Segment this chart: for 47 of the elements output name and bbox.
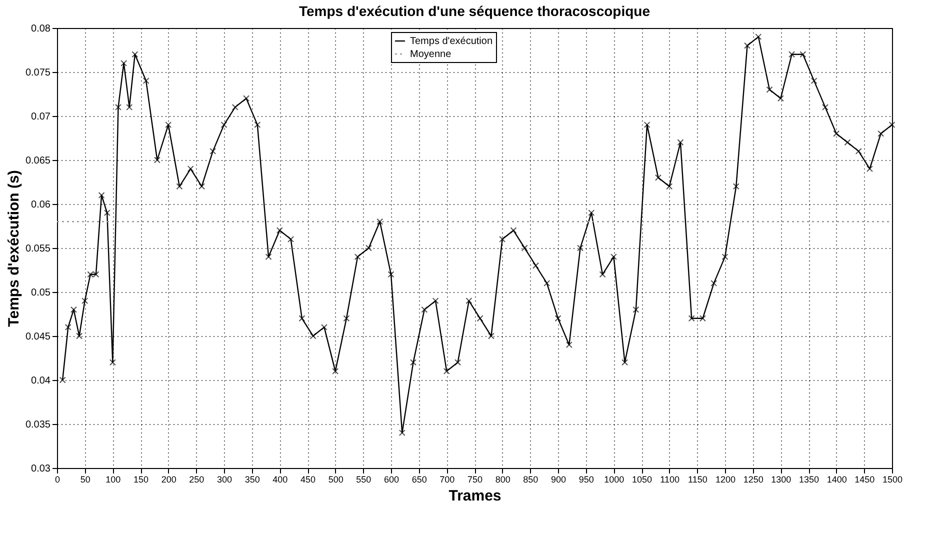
- y-tick-label: 0.07: [31, 112, 51, 122]
- x-tick-label: 1300: [771, 474, 792, 484]
- y-tick-label: 0.075: [25, 68, 51, 78]
- x-tick-label: 750: [467, 474, 483, 484]
- y-tick-label: 0.06: [31, 200, 51, 210]
- x-tick-label: 600: [384, 474, 400, 484]
- x-tick-label: 1450: [854, 474, 875, 484]
- x-tick-label: 250: [189, 474, 204, 484]
- x-tick-label: 1200: [715, 474, 736, 484]
- x-tick-label: 100: [106, 474, 121, 484]
- x-tick-label: 1400: [826, 474, 847, 484]
- x-tick-label: 400: [272, 474, 288, 484]
- x-tick-label: 1050: [632, 474, 652, 484]
- x-tick-label: 650: [412, 474, 427, 484]
- x-tick-label: 200: [161, 474, 176, 484]
- x-tick-label: 1150: [688, 474, 708, 484]
- x-tick-label: 350: [244, 474, 260, 484]
- x-tick-label: 900: [550, 474, 566, 484]
- y-tick-label: 0.065: [25, 156, 51, 166]
- x-tick-label: 50: [80, 474, 90, 484]
- y-tick-label: 0.035: [25, 420, 51, 430]
- x-tick-label: 950: [578, 474, 594, 484]
- x-tick-label: 550: [356, 474, 372, 484]
- x-tick-label: 1000: [604, 474, 624, 484]
- x-tick-label: 450: [300, 474, 316, 484]
- legend-label: Temps d'exécution: [410, 36, 493, 47]
- x-tick-label: 0: [54, 474, 60, 484]
- x-tick-label: 1100: [660, 474, 680, 484]
- x-tick-label: 300: [216, 474, 232, 484]
- x-tick-label: 500: [328, 474, 344, 484]
- y-tick-label: 0.04: [31, 376, 51, 386]
- x-tick-label: 700: [440, 474, 455, 484]
- y-tick-label: 0.05: [31, 288, 51, 298]
- x-tick-label: 1500: [882, 474, 903, 484]
- chart-title: Temps d'exécution d'une séquence thoracoscopique: [298, 3, 650, 19]
- x-axis-title: Trames: [448, 488, 502, 504]
- y-tick-label: 0.045: [25, 332, 51, 342]
- x-tick-label: 1250: [743, 474, 764, 484]
- x-tick-label: 850: [523, 474, 538, 484]
- legend-label: Moyenne: [410, 49, 452, 60]
- y-tick-label: 0.03: [31, 464, 51, 474]
- x-tick-label: 1350: [798, 474, 820, 484]
- y-axis-title: Temps d'exécution (s): [5, 170, 22, 327]
- y-tick-label: 0.055: [25, 244, 51, 254]
- y-tick-label: 0.08: [31, 24, 51, 34]
- x-tick-label: 150: [133, 474, 149, 484]
- x-tick-label: 800: [495, 474, 510, 484]
